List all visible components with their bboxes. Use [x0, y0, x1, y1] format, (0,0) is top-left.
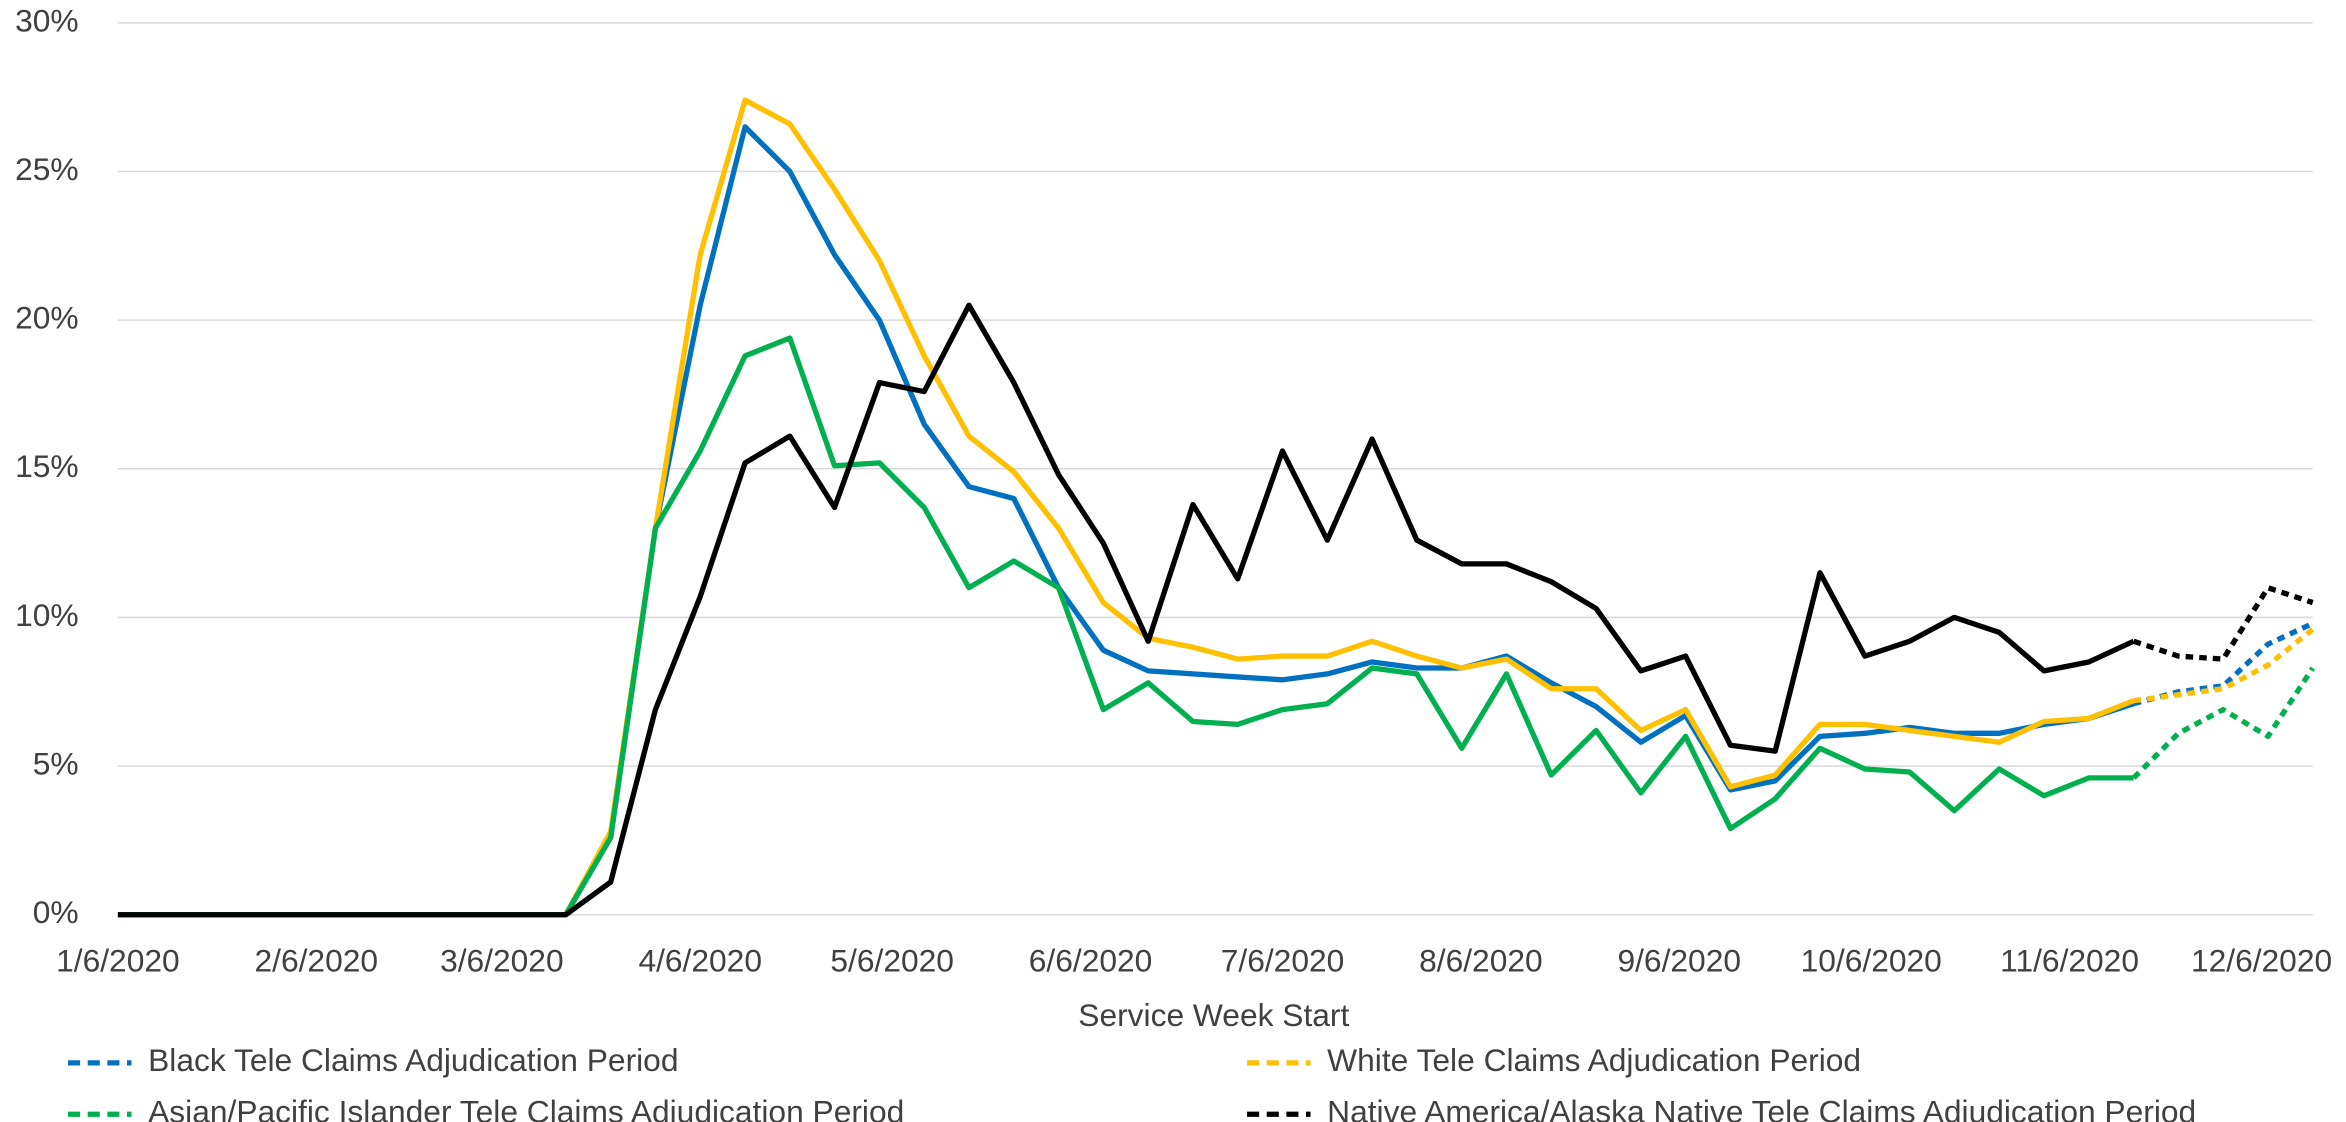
y-tick-label: 30%	[15, 2, 79, 38]
series-line	[117, 302, 2135, 918]
series-line	[117, 335, 2134, 918]
x-tick-label: 11/6/2020	[2000, 942, 2139, 978]
x-tick-label: 4/6/2020	[638, 942, 762, 978]
x-tick-label: 9/6/2020	[1617, 942, 1741, 978]
legend-label: Asian/Pacific Islander Tele Claims Adjud…	[148, 1094, 904, 1122]
series-line-dashed	[2132, 585, 2314, 662]
legend-label: Black Tele Claims Adjudication Period	[148, 1042, 678, 1078]
y-tick-label: 15%	[15, 448, 79, 484]
series-line-dashed	[2132, 621, 2314, 707]
x-tick-label: 2/6/2020	[255, 942, 379, 978]
x-tick-label: 12/6/2020	[2191, 942, 2332, 978]
x-tick-label: 10/6/2020	[1801, 942, 1942, 978]
x-tick-label: 5/6/2020	[830, 942, 954, 978]
series-line	[117, 97, 2135, 918]
legend-label: White Tele Claims Adjudication Period	[1327, 1042, 1861, 1078]
x-tick-label: 6/6/2020	[1029, 942, 1153, 978]
y-tick-label: 25%	[15, 151, 79, 187]
y-tick-label: 5%	[33, 745, 79, 781]
x-axis-label: Service Week Start	[1078, 997, 1349, 1033]
y-tick-label: 0%	[33, 894, 79, 930]
series-line	[117, 124, 2135, 918]
x-tick-label: 1/6/2020	[56, 942, 180, 978]
legend-label: Native America/Alaska Native Tele Claims…	[1327, 1094, 2196, 1122]
x-tick-label: 7/6/2020	[1221, 942, 1345, 978]
y-tick-label: 10%	[15, 597, 79, 633]
series-line-dashed	[2131, 666, 2315, 780]
y-tick-label: 20%	[15, 300, 79, 336]
x-tick-label: 3/6/2020	[440, 942, 564, 978]
x-tick-label: 8/6/2020	[1419, 942, 1543, 978]
series-line-dashed	[2133, 627, 2315, 704]
